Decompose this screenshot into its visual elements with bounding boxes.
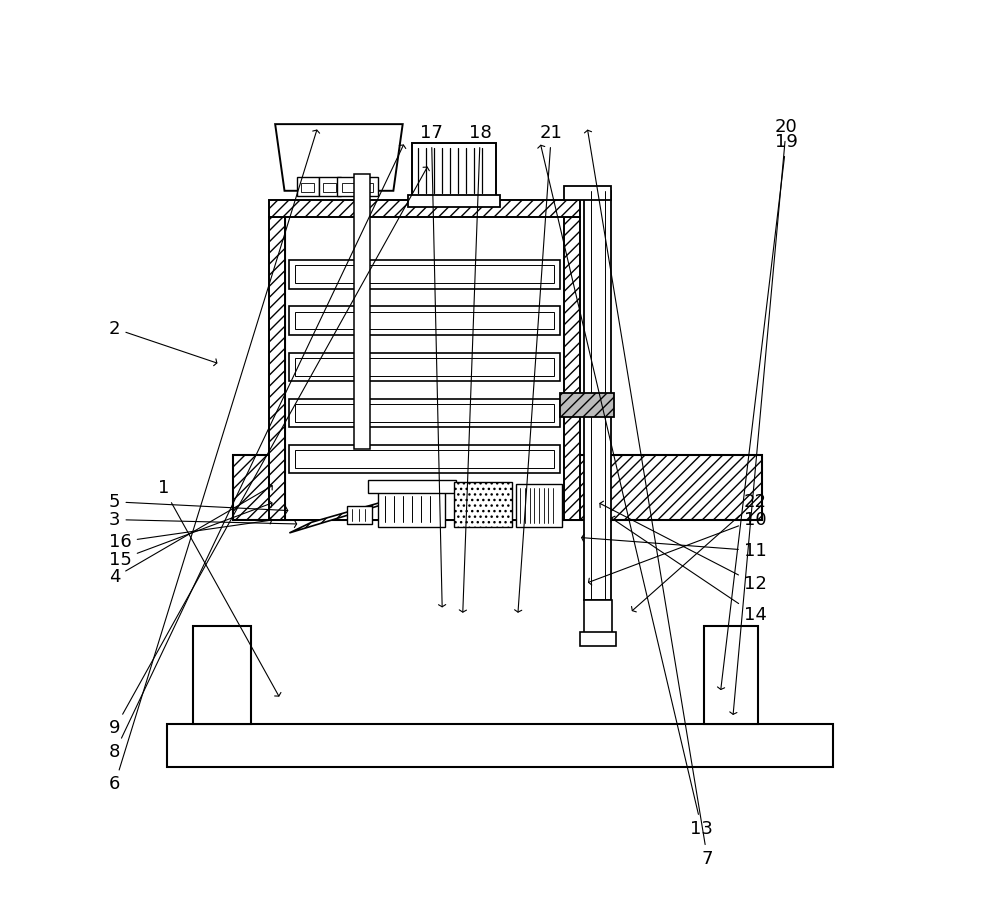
Text: 15: 15 — [109, 501, 272, 569]
Text: 12: 12 — [600, 501, 767, 593]
Bar — [289, 260, 560, 289]
Text: 8: 8 — [109, 145, 406, 762]
Bar — [454, 483, 512, 527]
Bar — [354, 174, 370, 448]
Bar — [584, 599, 612, 635]
Bar — [564, 217, 580, 519]
Bar — [360, 183, 373, 192]
Bar — [269, 200, 580, 217]
Bar — [167, 724, 833, 767]
Text: 16: 16 — [109, 517, 272, 551]
Polygon shape — [275, 124, 403, 191]
Text: 4: 4 — [109, 483, 272, 587]
Bar — [560, 393, 614, 417]
Polygon shape — [289, 495, 408, 533]
Bar — [295, 450, 554, 468]
Text: 17: 17 — [420, 124, 446, 606]
Bar — [295, 358, 554, 376]
Text: 11: 11 — [582, 535, 767, 560]
Bar — [233, 455, 762, 519]
Text: 21: 21 — [515, 124, 563, 612]
Bar — [516, 484, 562, 527]
Bar — [297, 177, 319, 196]
Bar — [347, 506, 372, 524]
Bar — [368, 480, 456, 493]
Bar — [337, 177, 360, 196]
Bar — [342, 183, 354, 192]
Bar — [378, 492, 445, 527]
Bar — [408, 196, 500, 207]
Text: 9: 9 — [109, 167, 429, 737]
Text: 2: 2 — [109, 319, 217, 366]
Text: 7: 7 — [584, 130, 713, 868]
Bar — [301, 183, 314, 192]
Text: 13: 13 — [538, 145, 713, 838]
Text: 10: 10 — [589, 510, 767, 585]
Bar — [412, 143, 496, 198]
Text: 22: 22 — [632, 492, 767, 612]
Bar — [295, 311, 554, 329]
Bar — [580, 632, 616, 646]
Bar — [295, 404, 554, 422]
Bar — [704, 626, 758, 724]
Text: 3: 3 — [109, 510, 297, 528]
Bar — [269, 217, 285, 519]
Bar — [356, 177, 378, 196]
Text: 6: 6 — [109, 130, 320, 794]
Bar — [285, 217, 564, 519]
Text: 14: 14 — [611, 516, 767, 623]
Bar — [289, 306, 560, 335]
Bar — [289, 445, 560, 474]
Bar — [584, 191, 611, 599]
Text: 18: 18 — [459, 124, 492, 612]
Bar — [564, 187, 611, 200]
Bar — [289, 353, 560, 381]
Text: 1: 1 — [158, 480, 281, 696]
Bar — [319, 177, 341, 196]
Text: 20: 20 — [730, 118, 798, 714]
Bar — [193, 626, 251, 724]
Bar — [323, 183, 336, 192]
Text: 5: 5 — [109, 492, 288, 514]
Bar — [289, 399, 560, 427]
Text: 19: 19 — [717, 133, 798, 690]
Bar — [295, 266, 554, 283]
